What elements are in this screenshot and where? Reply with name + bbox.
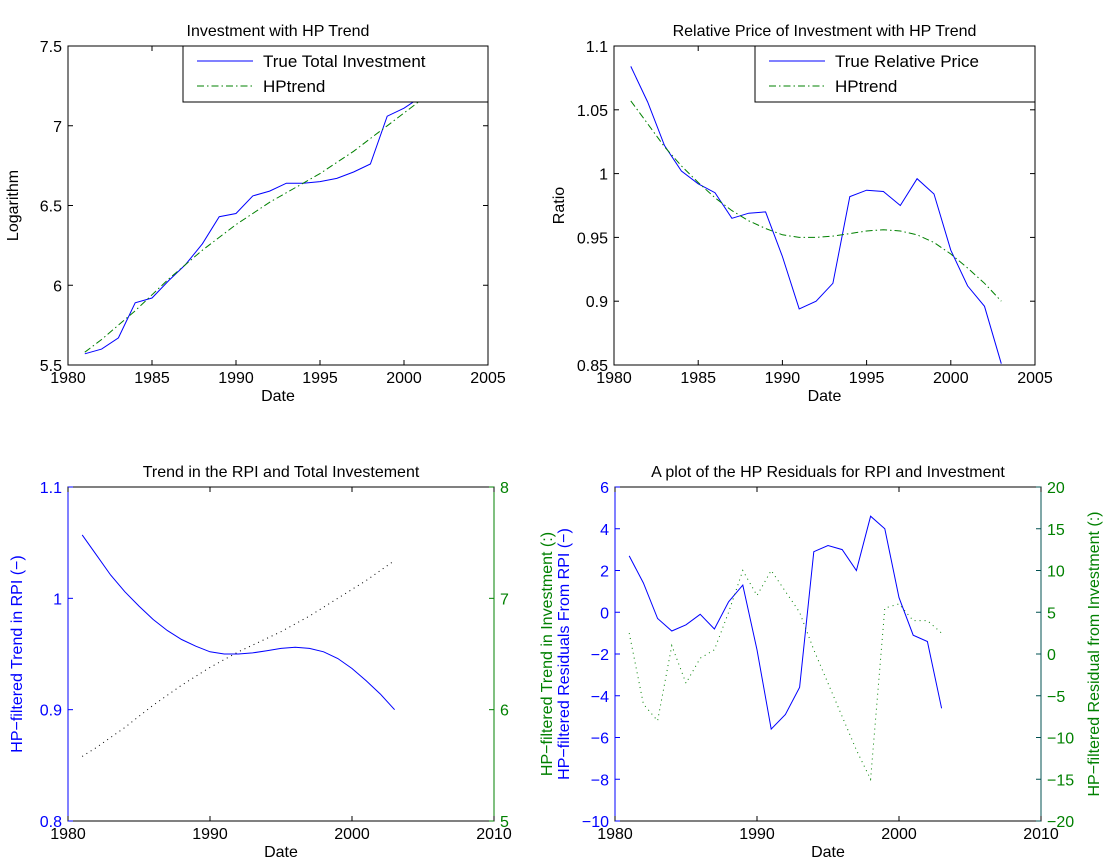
x-tick-label: 1990 — [765, 370, 801, 387]
y-tick-label: −8 — [591, 772, 609, 789]
x-tick-label: 1980 — [597, 826, 633, 843]
y-right-tick-label: 0 — [1047, 647, 1056, 664]
x-tick-label: 2010 — [476, 826, 512, 843]
chart-title: A plot of the HP Residuals for RPI and I… — [651, 464, 1005, 481]
chart-title: Relative Price of Investment with HP Tre… — [673, 23, 977, 40]
series-line-2 — [630, 100, 1002, 302]
x-tick-label: 1980 — [596, 370, 632, 387]
y-tick-label: 0.9 — [40, 703, 62, 720]
y-axis-label: HP−filtered Residuals From RPI (−) — [556, 528, 573, 780]
y-right-tick-label: 15 — [1047, 522, 1065, 539]
legend-entry: True Relative Price — [835, 52, 979, 71]
x-tick-label: 2005 — [470, 370, 506, 387]
y-right-tick-label: 20 — [1047, 480, 1065, 497]
chart-panel-2: Relative Price of Investment with HP Tre… — [551, 23, 1053, 405]
legend-box — [754, 45, 1036, 103]
y-tick-label: 0.9 — [586, 294, 608, 311]
chart-panel-4: A plot of the HP Residuals for RPI and I… — [556, 464, 1103, 861]
x-tick-label: 1995 — [302, 370, 338, 387]
legend: True Total Investment HPtrend — [182, 45, 489, 103]
chart-title: Trend in the RPI and Total Investement — [143, 464, 420, 481]
x-tick-label: 2000 — [334, 826, 370, 843]
y-tick-label: 1.1 — [40, 480, 62, 497]
x-tick-label: 1995 — [849, 370, 885, 387]
x-tick-label: 1990 — [192, 826, 228, 843]
y-right-tick-label: −10 — [1047, 731, 1074, 748]
x-tick-label: 2010 — [1023, 826, 1059, 843]
x-tick-label: 2000 — [386, 370, 422, 387]
x-tick-label: 2000 — [933, 370, 969, 387]
series-line-1 — [630, 66, 1002, 364]
series-line-2 — [628, 569, 942, 782]
y-tick-label: 1 — [599, 167, 608, 184]
series-line-2 — [81, 560, 395, 757]
y-tick-label: 0.85 — [577, 358, 608, 375]
chart-panel-3: Trend in the RPI and Total Investement 19… — [9, 464, 556, 861]
chart-title: Investment with HP Trend — [187, 23, 370, 40]
y-tick-label: −6 — [591, 731, 609, 748]
y-axis-label: Logarithm — [5, 170, 22, 241]
y-tick-label: −4 — [591, 689, 609, 706]
y-tick-label: 7 — [53, 119, 62, 136]
y-tick-label: 0 — [600, 605, 609, 622]
y-tick-label: 6.5 — [40, 199, 62, 216]
y-tick-label: 6 — [53, 278, 62, 295]
y-right-tick-label: 10 — [1047, 564, 1065, 581]
y-axis-label: Ratio — [551, 187, 568, 224]
y-tick-label: 0.8 — [40, 814, 62, 831]
legend-entry: True Total Investment — [263, 52, 426, 71]
y-tick-label: 2 — [600, 564, 609, 581]
y-right-tick-label: 7 — [500, 591, 509, 608]
x-tick-label: 1980 — [50, 370, 86, 387]
plot-frame — [614, 486, 1042, 822]
y-right-tick-label: 5 — [500, 814, 509, 831]
y-tick-label: −2 — [591, 647, 609, 664]
x-axis-label: Date — [811, 844, 845, 861]
y-tick-label: 0.95 — [577, 230, 608, 247]
y-right-tick-label: 6 — [500, 703, 509, 720]
x-tick-label: 1985 — [680, 370, 716, 387]
y-axis-label: HP−filtered Trend in RPI (−) — [9, 555, 26, 752]
series-line-1 — [84, 64, 455, 355]
y-tick-label: 1.1 — [586, 39, 608, 56]
y-right-axis-label: HP−filtered Trend in Investment (:) — [539, 532, 556, 776]
y-tick-label: 1.05 — [577, 103, 608, 120]
y-right-tick-label: 8 — [500, 480, 509, 497]
plot-frame — [67, 486, 495, 822]
y-right-tick-label: −20 — [1047, 814, 1074, 831]
chart-panel-1: Investment with HP Trend 1980 1985 1990 1995… — [5, 23, 506, 405]
x-tick-label: 2000 — [881, 826, 917, 843]
legend-entry: HPtrend — [263, 77, 325, 96]
y-tick-label: 4 — [600, 522, 609, 539]
x-tick-label: 1980 — [50, 826, 86, 843]
y-tick-label: 6 — [600, 480, 609, 497]
y-right-axis-label: HP−filtered Residual from Investment (:) — [1086, 512, 1103, 797]
legend-box — [182, 45, 489, 103]
x-axis-label: Date — [261, 388, 295, 405]
x-axis-label: Date — [264, 844, 298, 861]
y-tick-label: 1 — [53, 591, 62, 608]
x-axis-label: Date — [808, 388, 842, 405]
x-tick-label: 1990 — [739, 826, 775, 843]
y-right-tick-label: 5 — [1047, 605, 1056, 622]
series-line-2 — [84, 71, 455, 353]
x-tick-label: 1985 — [134, 370, 170, 387]
series-line-1 — [81, 534, 395, 711]
y-tick-label: 5.5 — [40, 358, 62, 375]
y-right-tick-label: −15 — [1047, 772, 1074, 789]
legend-entry: HPtrend — [835, 77, 897, 96]
y-tick-label: −10 — [582, 814, 609, 831]
y-tick-label: 7.5 — [40, 39, 62, 56]
legend: True Relative Price HPtrend — [754, 45, 1036, 103]
series-line-1 — [628, 515, 943, 731]
y-right-tick-label: −5 — [1047, 689, 1065, 706]
x-tick-label: 2005 — [1017, 370, 1053, 387]
x-tick-label: 1990 — [218, 370, 254, 387]
